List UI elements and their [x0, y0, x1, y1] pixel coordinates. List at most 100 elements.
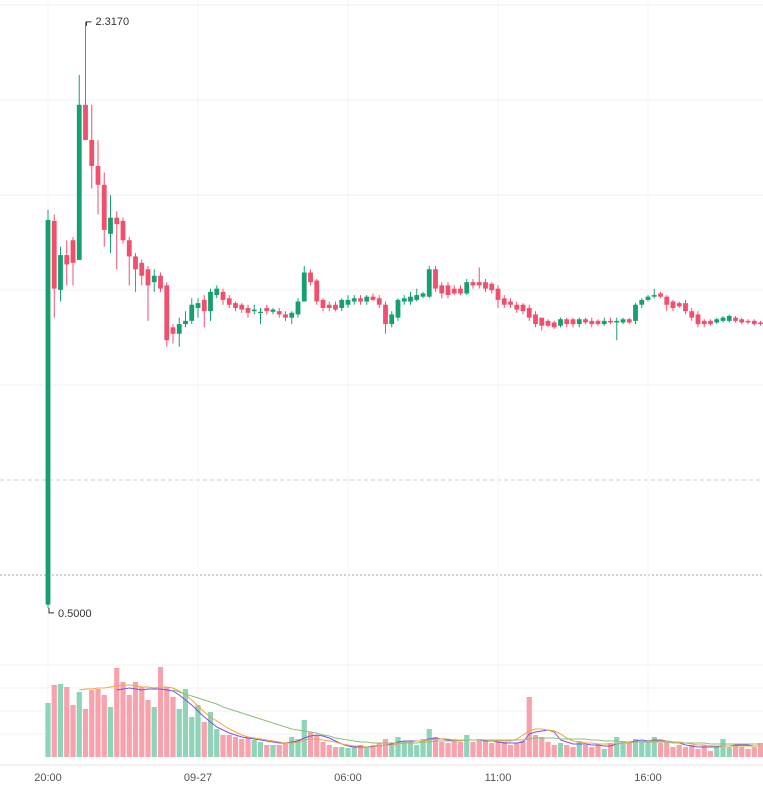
- x-tick-label: 09-27: [184, 772, 212, 784]
- volume-bar: [226, 735, 232, 757]
- volume-bar: [201, 722, 207, 757]
- volume-bar: [676, 745, 682, 757]
- volume-bar: [276, 745, 282, 757]
- candle-body: [751, 320, 757, 325]
- volume-bar: [314, 735, 320, 757]
- candle-body: [470, 282, 476, 286]
- volume-bar: [51, 685, 57, 757]
- candle-body: [208, 291, 213, 312]
- volume-bar: [714, 747, 720, 757]
- candle-body: [564, 319, 570, 325]
- moving-average-line: [172, 689, 761, 745]
- candle-body: [108, 217, 113, 234]
- volume-bar: [370, 747, 376, 757]
- volume-bar: [145, 700, 151, 757]
- candle-body: [589, 320, 595, 325]
- candle-body: [414, 295, 420, 300]
- candle-body: [158, 275, 163, 289]
- candle-body: [739, 319, 745, 323]
- volume-bar: [707, 751, 714, 757]
- volume-bar: [576, 741, 582, 757]
- candle-body: [658, 293, 663, 297]
- candle-body: [489, 283, 495, 291]
- volume-bar: [695, 749, 701, 757]
- candle-body: [645, 296, 651, 300]
- volume-bar: [651, 737, 657, 757]
- candle-body: [570, 319, 576, 325]
- volume-bar: [464, 735, 470, 757]
- candle-body: [439, 285, 445, 294]
- candle-body: [676, 303, 682, 307]
- annotations: 2.3170 0.5000: [48, 16, 129, 620]
- candle-body: [520, 304, 526, 312]
- candle-body: [689, 311, 695, 318]
- candle-body: [601, 320, 607, 325]
- min-label: 0.5000: [58, 608, 92, 620]
- candle-body: [264, 307, 270, 312]
- min-marker: [48, 607, 54, 614]
- volume-bar: [76, 692, 82, 757]
- candle-body: [539, 317, 545, 326]
- candle-body: [576, 319, 582, 325]
- x-tick-label: 06:00: [334, 772, 362, 784]
- volume-panel: [45, 667, 763, 757]
- volume-bar: [420, 739, 426, 757]
- volume-bar: [539, 737, 545, 757]
- candle-body: [283, 314, 288, 318]
- volume-bar: [126, 695, 132, 757]
- volume-bar: [157, 667, 164, 757]
- volume-bar: [445, 743, 451, 757]
- volume-bar: [132, 682, 139, 757]
- volume-bar: [195, 705, 201, 757]
- candle-body: [733, 317, 738, 321]
- candle-body: [345, 299, 351, 305]
- candle-body: [370, 296, 376, 300]
- volume-bar: [689, 745, 695, 757]
- volume-bar: [701, 745, 707, 757]
- candle-body: [126, 240, 132, 257]
- candle-body: [89, 139, 95, 167]
- volume-bar: [470, 742, 476, 757]
- volume-bar: [176, 709, 182, 757]
- grid: [0, 0, 763, 766]
- candle-body: [433, 269, 438, 289]
- candle-body: [358, 298, 363, 302]
- candle-body: [426, 269, 432, 297]
- volume-bar: [514, 743, 520, 757]
- candle-body: [70, 240, 76, 263]
- candle-body: [239, 304, 245, 310]
- candle-body: [95, 166, 101, 185]
- volume-bar: [389, 743, 395, 757]
- volume-bar: [114, 668, 120, 757]
- max-marker: [86, 21, 92, 26]
- candle-body: [214, 288, 220, 296]
- volume-bar: [607, 743, 614, 757]
- candle-body: [251, 309, 257, 312]
- volume-bar: [264, 745, 270, 757]
- candle-body: [626, 319, 632, 323]
- candle-body: [495, 288, 501, 300]
- candle-body: [445, 285, 451, 296]
- candle-body: [583, 319, 588, 323]
- candle-body: [701, 320, 707, 325]
- candle-body: [476, 282, 482, 286]
- candle-body: [720, 317, 726, 321]
- volume-bar: [745, 749, 751, 757]
- volume-bar: [120, 682, 126, 757]
- candle-body: [120, 220, 126, 241]
- candle-body: [501, 298, 507, 305]
- candle-body: [395, 299, 401, 318]
- candle-body: [508, 301, 513, 305]
- candle-body: [83, 104, 88, 140]
- volume-bar: [320, 742, 326, 757]
- volume-bar: [739, 747, 745, 757]
- candle-body: [620, 319, 626, 323]
- candle-body: [183, 320, 188, 325]
- candle-body: [408, 296, 413, 302]
- volume-bar: [520, 741, 526, 757]
- candle-body: [195, 303, 201, 308]
- volume-bar: [139, 687, 145, 757]
- candle-body: [289, 312, 295, 318]
